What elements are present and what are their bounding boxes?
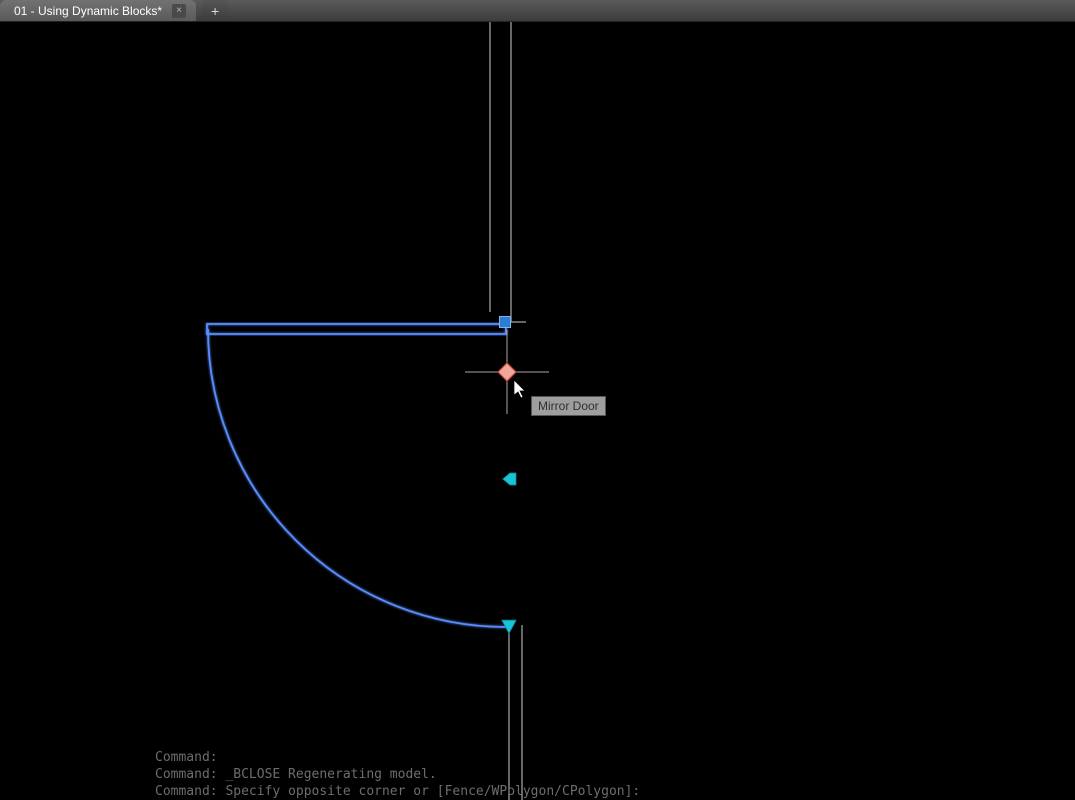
drawing-canvas[interactable]: Mirror Door Command:Command: _BCLOSE Reg… — [0, 22, 1075, 800]
lookup-grip[interactable] — [503, 473, 516, 485]
command-line: Command: — [155, 749, 640, 766]
grip-tooltip: Mirror Door — [531, 396, 606, 416]
plus-icon: + — [211, 3, 219, 19]
tooltip-text: Mirror Door — [538, 399, 599, 413]
door-panel[interactable] — [207, 324, 506, 334]
flip-grip[interactable] — [498, 363, 516, 381]
close-icon[interactable]: × — [172, 4, 186, 18]
stretch-grip[interactable] — [500, 317, 511, 328]
command-line: Command: _BCLOSE Regenerating model. — [155, 766, 640, 783]
command-line-panel[interactable]: Command:Command: _BCLOSE Regenerating mo… — [155, 749, 640, 800]
tab-bar: 01 - Using Dynamic Blocks* × + — [0, 0, 1075, 22]
door-swing-arc[interactable] — [208, 329, 506, 627]
tab-label: 01 - Using Dynamic Blocks* — [14, 4, 162, 18]
command-line: Command: Specify opposite corner or [Fen… — [155, 783, 640, 800]
add-tab-button[interactable]: + — [202, 0, 228, 21]
file-tab-active[interactable]: 01 - Using Dynamic Blocks* × — [0, 0, 196, 21]
